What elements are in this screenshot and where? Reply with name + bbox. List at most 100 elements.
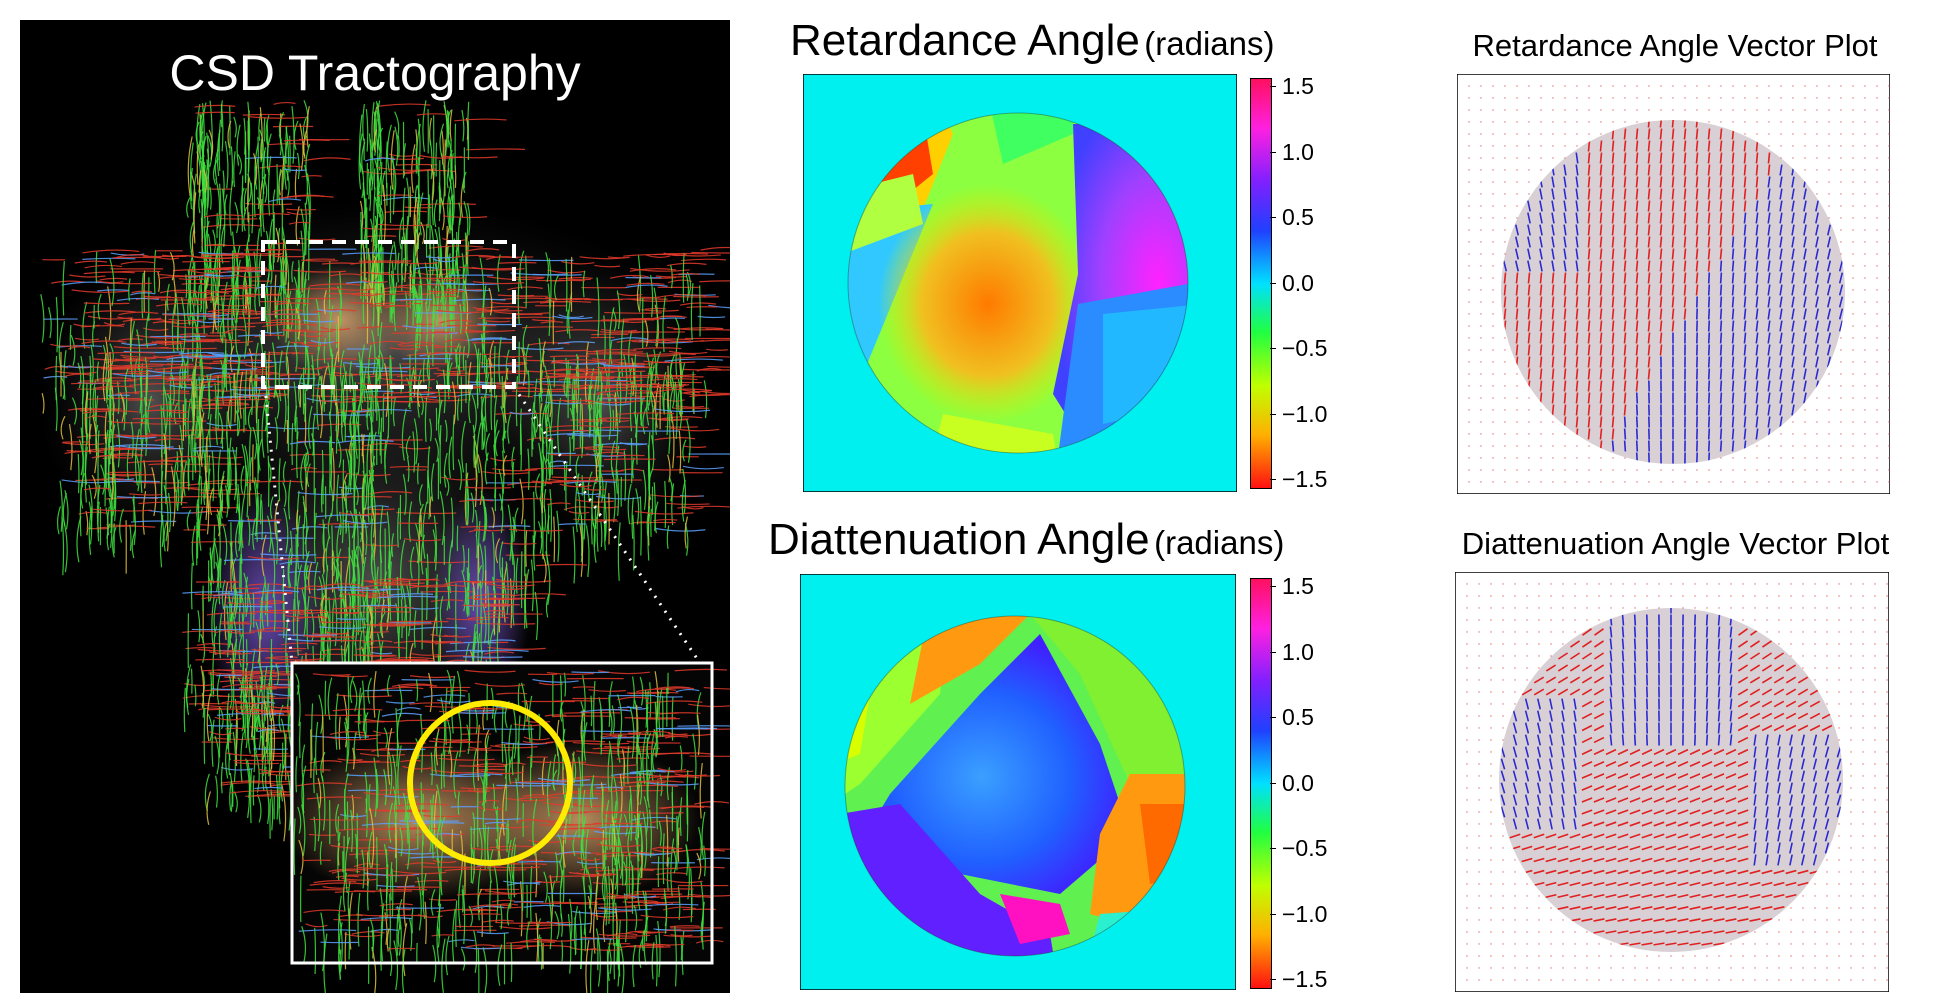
fiber-streamline — [658, 687, 663, 737]
vector-arrow — [1611, 368, 1615, 380]
vector-arrow — [1563, 248, 1567, 260]
vector-arrow — [1515, 296, 1519, 308]
fiber-streamline — [644, 690, 648, 728]
vector-grid-dot — [1876, 325, 1878, 327]
fiber-streamline — [206, 612, 257, 616]
vector-grid-dot — [1492, 397, 1494, 399]
vector-grid-dot — [1576, 133, 1578, 135]
fiber-streamline — [446, 246, 449, 290]
fiber-streamline — [341, 877, 377, 881]
fiber-streamline — [601, 366, 650, 370]
fiber-streamline — [499, 541, 504, 578]
vector-arrow — [1635, 272, 1639, 284]
vector-arrow — [1623, 164, 1627, 176]
fiber-streamline — [340, 404, 345, 442]
fiber-streamline — [333, 918, 389, 921]
vector-grid-dot — [1864, 145, 1866, 147]
fiber-streamline — [648, 353, 696, 356]
vector-arrow — [1659, 152, 1663, 164]
colorbar-tick-label: 1.0 — [1282, 138, 1314, 165]
vector-arrow — [1563, 404, 1567, 416]
vector-arrow — [1647, 320, 1651, 332]
fiber-streamline — [88, 315, 133, 320]
fiber-streamline — [172, 325, 211, 329]
vector-grid-dot — [1864, 265, 1866, 267]
fiber-streamline — [193, 422, 198, 473]
fiber-streamline — [285, 168, 290, 199]
vector-arrow — [1695, 248, 1699, 260]
fiber-streamline — [642, 406, 648, 435]
fiber-streamline — [594, 264, 621, 268]
fiber-streamline — [476, 348, 480, 406]
vector-grid-dot — [1480, 85, 1482, 87]
fiber-streamline — [222, 189, 226, 248]
fiber-streamline — [369, 218, 374, 242]
fiber-streamline — [419, 392, 424, 416]
fiber-streamline — [296, 515, 301, 570]
fiber-streamline — [224, 485, 229, 518]
fiber-streamline — [600, 841, 606, 871]
vector-grid-dot — [1780, 85, 1782, 87]
vector-grid-dot — [1792, 433, 1794, 435]
fiber-streamline — [511, 525, 515, 566]
fiber-streamline — [584, 448, 627, 451]
fiber-streamline — [677, 355, 730, 359]
fiber-streamline — [365, 798, 368, 838]
vector-arrow — [1647, 152, 1651, 164]
vector-arrow — [1587, 260, 1591, 272]
fiber-streamline — [143, 327, 169, 331]
vector-grid-dot — [1696, 469, 1698, 471]
fiber-streamline — [309, 882, 368, 886]
fiber-streamline — [226, 411, 228, 440]
fiber-streamline — [116, 435, 157, 439]
fiber-streamline — [406, 177, 410, 226]
fiber-streamline — [82, 301, 88, 349]
fiber-streamline — [390, 862, 393, 901]
fiber-streamline — [282, 482, 287, 507]
vector-arrow — [1635, 428, 1639, 440]
vector-arrow — [1575, 392, 1579, 404]
vector-grid-dot — [1804, 481, 1806, 483]
fiber-streamline — [388, 802, 394, 843]
fiber-streamline — [124, 368, 129, 394]
vector-grid-dot — [1504, 85, 1506, 87]
vector-grid-dot — [1468, 205, 1470, 207]
fiber-streamline — [522, 794, 548, 797]
fiber-streamline — [367, 611, 369, 664]
fiber-streamline — [404, 228, 408, 272]
vector-grid-dot — [1480, 265, 1482, 267]
vector-grid-dot — [1816, 157, 1818, 159]
vector-arrow — [1587, 416, 1591, 428]
vector-grid-dot — [1552, 121, 1554, 123]
vector-grid-dot — [1564, 433, 1566, 435]
fiber-streamline — [525, 529, 528, 567]
vector-grid-dot — [1468, 169, 1470, 171]
fiber-streamline — [448, 939, 475, 943]
fiber-streamline — [191, 525, 196, 566]
vector-arrow — [1527, 368, 1531, 380]
vector-grid-dot — [1528, 193, 1530, 195]
fiber-streamline — [555, 852, 558, 882]
fiber-streamline — [471, 266, 525, 271]
fiber-streamline — [612, 409, 615, 431]
vector-grid-dot — [1852, 301, 1854, 303]
vector-grid-dot — [1780, 457, 1782, 459]
vector-grid-dot — [1888, 85, 1890, 87]
vector-arrow — [1671, 308, 1675, 320]
vector-arrow — [1623, 140, 1627, 152]
fiber-streamline — [679, 797, 683, 836]
fiber-streamline — [653, 349, 657, 385]
vector-arrow — [1731, 200, 1735, 212]
fiber-streamline — [448, 563, 452, 609]
fiber-streamline — [456, 364, 460, 389]
vector-grid-dot — [1636, 97, 1638, 99]
fiber-streamline — [547, 375, 553, 433]
vector-grid-dot — [1708, 121, 1710, 123]
vector-grid-dot — [1480, 289, 1482, 291]
fiber-streamline — [378, 622, 433, 625]
fiber-streamline — [90, 344, 94, 385]
fiber-streamline — [422, 793, 424, 846]
vector-arrow — [1659, 320, 1663, 332]
vector-grid-dot — [1876, 385, 1878, 387]
vector-grid-dot — [1480, 373, 1482, 375]
